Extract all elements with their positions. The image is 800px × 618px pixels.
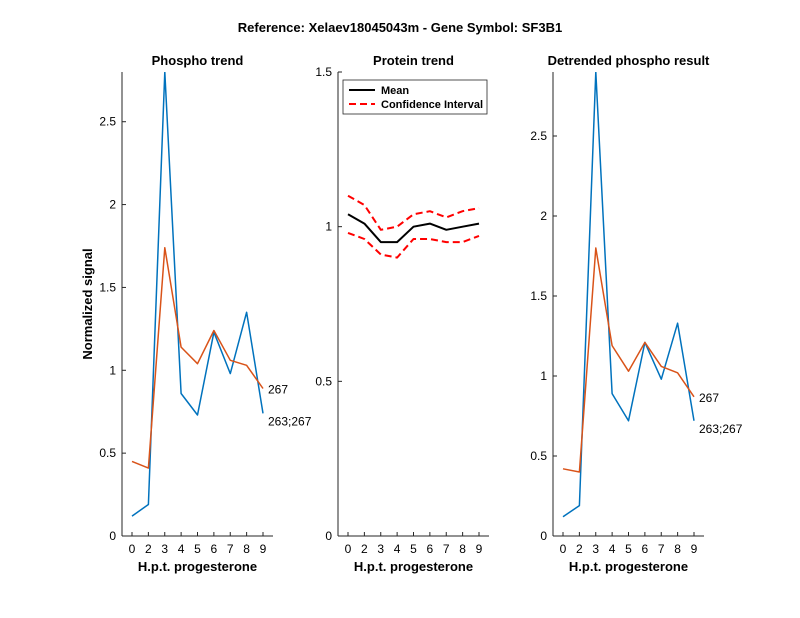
x-tick-label: 7	[227, 542, 234, 556]
y-tick-label: 0.5	[315, 374, 332, 388]
legend-box	[342, 79, 488, 115]
x-tick-label: 8	[243, 542, 250, 556]
plot-title: Protein trend	[373, 53, 454, 68]
plot-title: Phospho trend	[152, 53, 244, 68]
x-tick-label: 2	[145, 542, 152, 556]
y-tick-label: 1	[325, 220, 332, 234]
y-tick-label: 1.5	[99, 280, 116, 294]
legend-label: Confidence Interval	[381, 99, 483, 111]
x-tick-label: 3	[377, 542, 384, 556]
x-tick-label: 8	[459, 542, 466, 556]
y-tick-label: 0.5	[99, 446, 116, 460]
x-tick-label: 0	[345, 542, 352, 556]
y-tick-label: 0	[540, 529, 547, 543]
x-axis-label: H.p.t. progesterone	[569, 559, 688, 574]
series-line-3	[347, 231, 480, 259]
x-tick-label: 9	[260, 542, 267, 556]
x-tick-label: 3	[161, 542, 168, 556]
x-tick-label: 5	[194, 542, 201, 556]
x-tick-label: 3	[592, 542, 599, 556]
x-tick-label: 4	[178, 542, 185, 556]
x-tick-label: 9	[691, 542, 698, 556]
y-tick-label: 1	[109, 363, 116, 377]
y-tick-label: 1.5	[315, 65, 332, 79]
y-tick-label: 2	[109, 198, 116, 212]
y-tick-label: 0.5	[530, 449, 547, 463]
y-tick-label: 2.5	[99, 115, 116, 129]
series-end-label: 263;267	[268, 414, 312, 428]
y-tick-label: 0	[109, 529, 116, 543]
y-tick-label: 0	[325, 529, 332, 543]
x-tick-label: 9	[476, 542, 483, 556]
y-tick-label: 1	[540, 369, 547, 383]
x-axis-label: H.p.t. progesterone	[138, 559, 257, 574]
x-tick-label: 6	[642, 542, 649, 556]
series-end-label: 267	[699, 391, 719, 405]
series-line-1	[347, 213, 480, 244]
series-line-2	[131, 246, 264, 469]
y-tick-label: 2.5	[530, 129, 547, 143]
x-tick-label: 7	[658, 542, 665, 556]
x-tick-label: 7	[443, 542, 450, 556]
x-tick-label: 2	[361, 542, 368, 556]
x-tick-label: 0	[129, 542, 136, 556]
series-end-label: 263;267	[699, 422, 743, 436]
x-tick-label: 2	[576, 542, 583, 556]
x-tick-label: 4	[394, 542, 401, 556]
y-axis-label: Normalized signal	[80, 248, 95, 359]
x-tick-label: 6	[427, 542, 434, 556]
series-end-label: 267	[268, 383, 288, 397]
x-tick-label: 8	[674, 542, 681, 556]
x-tick-label: 4	[609, 542, 616, 556]
series-line-1	[131, 72, 264, 517]
figure-title: Reference: Xelaev18045043m - Gene Symbol…	[238, 20, 562, 35]
x-tick-label: 5	[625, 542, 632, 556]
x-tick-label: 6	[211, 542, 218, 556]
x-tick-label: 5	[410, 542, 417, 556]
y-tick-label: 1.5	[530, 289, 547, 303]
series-line-2	[347, 194, 480, 231]
plot-title: Detrended phospho result	[548, 53, 710, 68]
x-tick-label: 0	[560, 542, 567, 556]
x-axis-label: H.p.t. progesterone	[354, 559, 473, 574]
legend-label: Mean	[381, 85, 409, 97]
y-tick-label: 2	[540, 209, 547, 223]
